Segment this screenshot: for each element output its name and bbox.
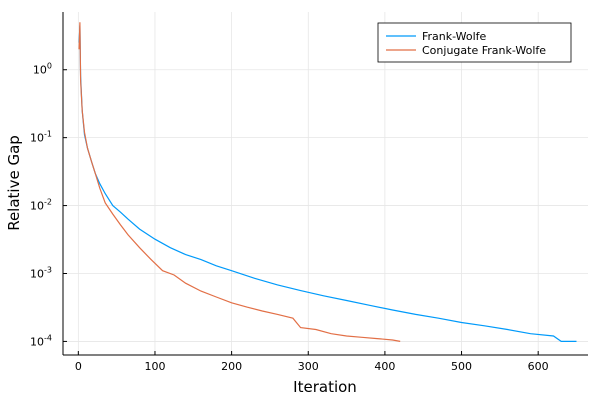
x-tick-label: 200 bbox=[221, 360, 242, 373]
y-tick-label: 10-1 bbox=[30, 130, 52, 145]
x-tick-labels: 0 100 200 300 400 500 600 bbox=[75, 360, 549, 373]
y-tick-label: 10-3 bbox=[30, 265, 52, 280]
legend-label-frank-wolfe: Frank-Wolfe bbox=[422, 30, 487, 43]
legend: Frank-Wolfe Conjugate Frank-Wolfe bbox=[377, 22, 572, 63]
axes bbox=[62, 12, 588, 356]
x-tick-label: 300 bbox=[298, 360, 319, 373]
x-axis-label: Iteration bbox=[293, 378, 357, 396]
x-tick-label: 400 bbox=[374, 360, 395, 373]
y-tick-labels: 10-4 10-3 10-2 10-1 100 bbox=[30, 62, 52, 349]
legend-label-conjugate-frank-wolfe: Conjugate Frank-Wolfe bbox=[422, 44, 546, 57]
x-tick-label: 500 bbox=[451, 360, 472, 373]
x-tick-label: 100 bbox=[144, 360, 165, 373]
y-axis-label: Relative Gap bbox=[5, 135, 23, 231]
legend-box bbox=[377, 22, 572, 63]
series-line-frank-wolfe bbox=[78, 25, 577, 342]
x-tick-label: 0 bbox=[75, 360, 82, 373]
series-line-conjugate-frank-wolfe bbox=[78, 22, 401, 342]
series-lines bbox=[78, 22, 577, 342]
y-tick-label: 10-4 bbox=[30, 333, 52, 348]
x-tick-label: 600 bbox=[528, 360, 549, 373]
y-tick-label: 10-2 bbox=[30, 198, 52, 213]
grid bbox=[63, 12, 588, 355]
y-tick-label: 100 bbox=[33, 62, 52, 77]
